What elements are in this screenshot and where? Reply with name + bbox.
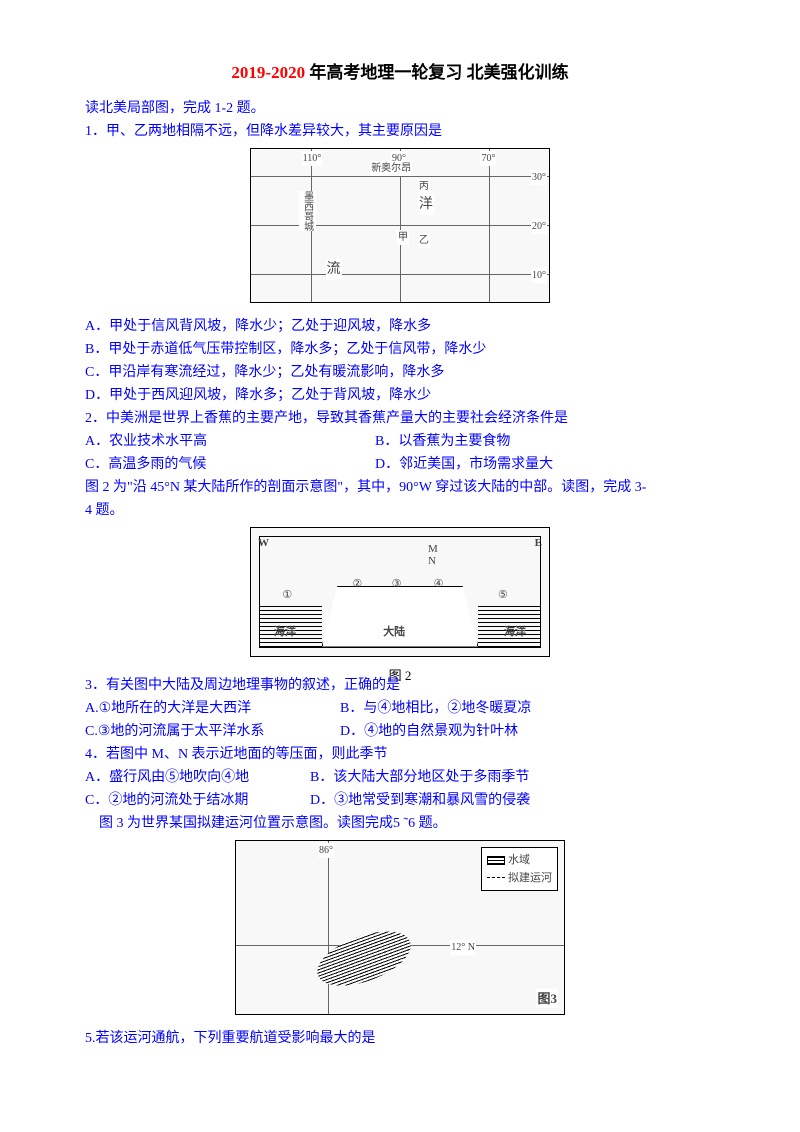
legend-label-1: 水域 [508,852,530,869]
label-bing: 丙 [418,179,430,194]
q4-row2: C．②地的河流处于结冰期 D．③地常受到寒潮和暴风雪的侵袭 [85,790,715,811]
figure-2-container: W E M N ① ② ③ ④ ⑤ 海洋 大陆 海洋 图 2 [85,527,715,686]
num-5: ⑤ [498,587,508,604]
label-liu: 流 [326,259,342,280]
q1-option-c: C．甲沿岸有寒流经过，降水少；乙处有暖流影响，降水多 [85,362,715,383]
figure-3-container: 86° 12° N 水域 拟建运河 图3 [85,840,715,1022]
question-4: 4．若图中 M、N 表示近地面的等压面，则此季节 [85,744,715,765]
q3-row2: C.③地的河流属于太平洋水系 D．④地的自然景观为针叶林 [85,721,715,742]
lat-30: 30° [531,170,547,185]
question-5: 5.若该运河通航，下列重要航道受影响最大的是 [85,1028,715,1049]
q2-option-b: B．以香蕉为主要食物 [375,431,510,452]
land-label: 大陆 [383,624,405,641]
lon-70: 70° [480,151,496,166]
intro-2b: 4 题。 [85,500,715,521]
q3-option-b: B．与④地相比，②地冬暖夏凉 [340,698,531,719]
q2-option-a: A．农业技术水平高 [85,431,375,452]
lon-110: 110° [302,151,323,166]
question-2: 2．中美洲是世界上香蕉的主要产地，导致其香蕉产量大的主要社会经济条件是 [85,408,715,429]
q4-option-a: A．盛行风由⑤地吹向④地 [85,767,310,788]
lat-20: 20° [531,219,547,234]
intro-3: 图 3 为世界某国拟建运河位置示意图。读图完成5 ˜6 题。 [85,813,715,834]
q3-option-d: D．④地的自然景观为针叶林 [340,721,518,742]
label-yang: 洋 [418,194,434,215]
fig3-lon: 86° [318,843,334,858]
lat-10: 10° [531,268,547,283]
fig3-caption: 图3 [536,989,558,1009]
q4-option-b: B．该大陆大部分地区处于多雨季节 [310,767,529,788]
label-yi: 乙 [418,233,430,248]
q2-row2: C．高温多雨的气候 D．邻近美国，市场需求量大 [85,454,715,475]
num-4: ④ [434,576,444,593]
city-1: 新奥尔昂 [370,161,412,176]
num-3: ③ [392,576,402,593]
sea-left: 海洋 [274,624,296,641]
label-jia: 甲 [397,230,409,245]
fig3-lat: 12° N [450,940,476,955]
title-year: 2019-2020 [231,63,305,82]
q3-option-c: C.③地的河流属于太平洋水系 [85,721,340,742]
num-2: ② [352,576,362,593]
q4-row1: A．盛行风由⑤地吹向④地 B．该大陆大部分地区处于多雨季节 [85,767,715,788]
q1-option-b: B．甲处于赤道低气压带控制区，降水多；乙处于信风带，降水少 [85,339,715,360]
legend-swatch-2 [487,877,505,878]
num-1: ① [282,587,292,604]
q4-option-c: C．②地的河流处于结冰期 [85,790,310,811]
label-w: W [258,535,269,552]
figure-1-container: 110° 90° 70° 30° 20° 10° 新奥尔昂 墨西哥城 洋 流 丙… [85,148,715,310]
legend-swatch-1 [487,856,505,865]
city-2: 墨西哥城 [299,191,316,231]
legend-label-2: 拟建运河 [508,870,552,887]
intro-1: 读北美局部图，完成 1-2 题。 [85,98,715,119]
figure-2-profile: W E M N ① ② ③ ④ ⑤ 海洋 大陆 海洋 [250,527,550,657]
label-e: E [535,535,542,552]
fig3-legend: 水域 拟建运河 [481,847,558,891]
q4-option-d: D．③地常受到寒潮和暴风雪的侵袭 [310,790,530,811]
figure-1-map: 110° 90° 70° 30° 20° 10° 新奥尔昂 墨西哥城 洋 流 丙… [250,148,550,303]
figure-3-map: 86° 12° N 水域 拟建运河 图3 [235,840,565,1015]
q2-option-d: D．邻近美国，市场需求量大 [375,454,553,475]
q3-option-a: A.①地所在的大洋是大西洋 [85,698,340,719]
q1-option-a: A．甲处于信风背风坡，降水少；乙处于迎风坡，降水多 [85,316,715,337]
q2-option-c: C．高温多雨的气候 [85,454,375,475]
label-n: N [428,553,436,570]
page-title: 2019-2020 年高考地理一轮复习 北美强化训练 [85,60,715,86]
question-1: 1．甲、乙两地相隔不远，但降水差异较大，其主要原因是 [85,121,715,142]
q2-row1: A．农业技术水平高 B．以香蕉为主要食物 [85,431,715,452]
sea-right: 海洋 [504,624,526,641]
q1-option-d: D．甲处于西风迎风坡，降水多；乙处于背风坡，降水少 [85,385,715,406]
intro-2a: 图 2 为"沿 45°N 某大陆所作的剖面示意图"，其中，90°W 穿过该大陆的… [85,477,715,498]
title-text: 年高考地理一轮复习 北美强化训练 [305,63,569,82]
q3-row1: A.①地所在的大洋是大西洋 B．与④地相比，②地冬暖夏凉 [85,698,715,719]
